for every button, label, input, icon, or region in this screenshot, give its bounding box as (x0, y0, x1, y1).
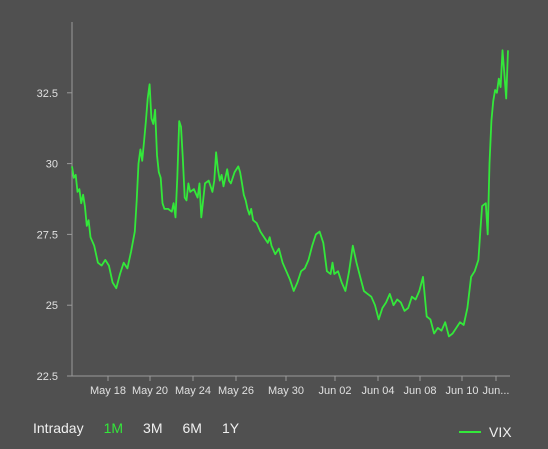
x-tick-label: May 24 (175, 385, 211, 397)
y-tick-label: 22.5 (37, 371, 58, 383)
chart-legend[interactable]: VIX (459, 424, 512, 440)
x-tick-label: May 26 (218, 385, 254, 397)
intraday-option[interactable]: Intraday (33, 420, 84, 436)
y-tick-label: 32.5 (37, 88, 58, 100)
vix-line-chart: 22.5 25 27.5 30 32.5 May 18 May 20 May 24 May 26… (37, 22, 510, 397)
x-tick-label: May 18 (90, 385, 126, 397)
x-tick-label: Jun... (483, 385, 510, 397)
x-tick-label: May 30 (268, 385, 304, 397)
range-option-6m[interactable]: 6M (182, 420, 202, 436)
range-option-1m[interactable]: 1M (103, 420, 124, 436)
range-option-3m[interactable]: 3M (143, 420, 163, 436)
series-line-vix (71, 49, 509, 338)
x-tick-label: Jun 08 (403, 385, 436, 397)
x-tick-label: Jun 04 (361, 385, 394, 397)
range-option-1y[interactable]: 1Y (221, 420, 240, 436)
x-tick-label: May 20 (132, 385, 168, 397)
y-tick-label: 27.5 (37, 229, 58, 241)
legend-swatch (459, 431, 481, 433)
legend-label: VIX (489, 424, 512, 440)
y-tick-label: 30 (46, 159, 58, 171)
x-tick-label: Jun 02 (318, 385, 351, 397)
time-range-selector: Intraday 1M 3M 6M 1Y (33, 420, 259, 436)
x-tick-label: Jun 10 (445, 385, 478, 397)
y-tick-label: 25 (46, 300, 58, 312)
